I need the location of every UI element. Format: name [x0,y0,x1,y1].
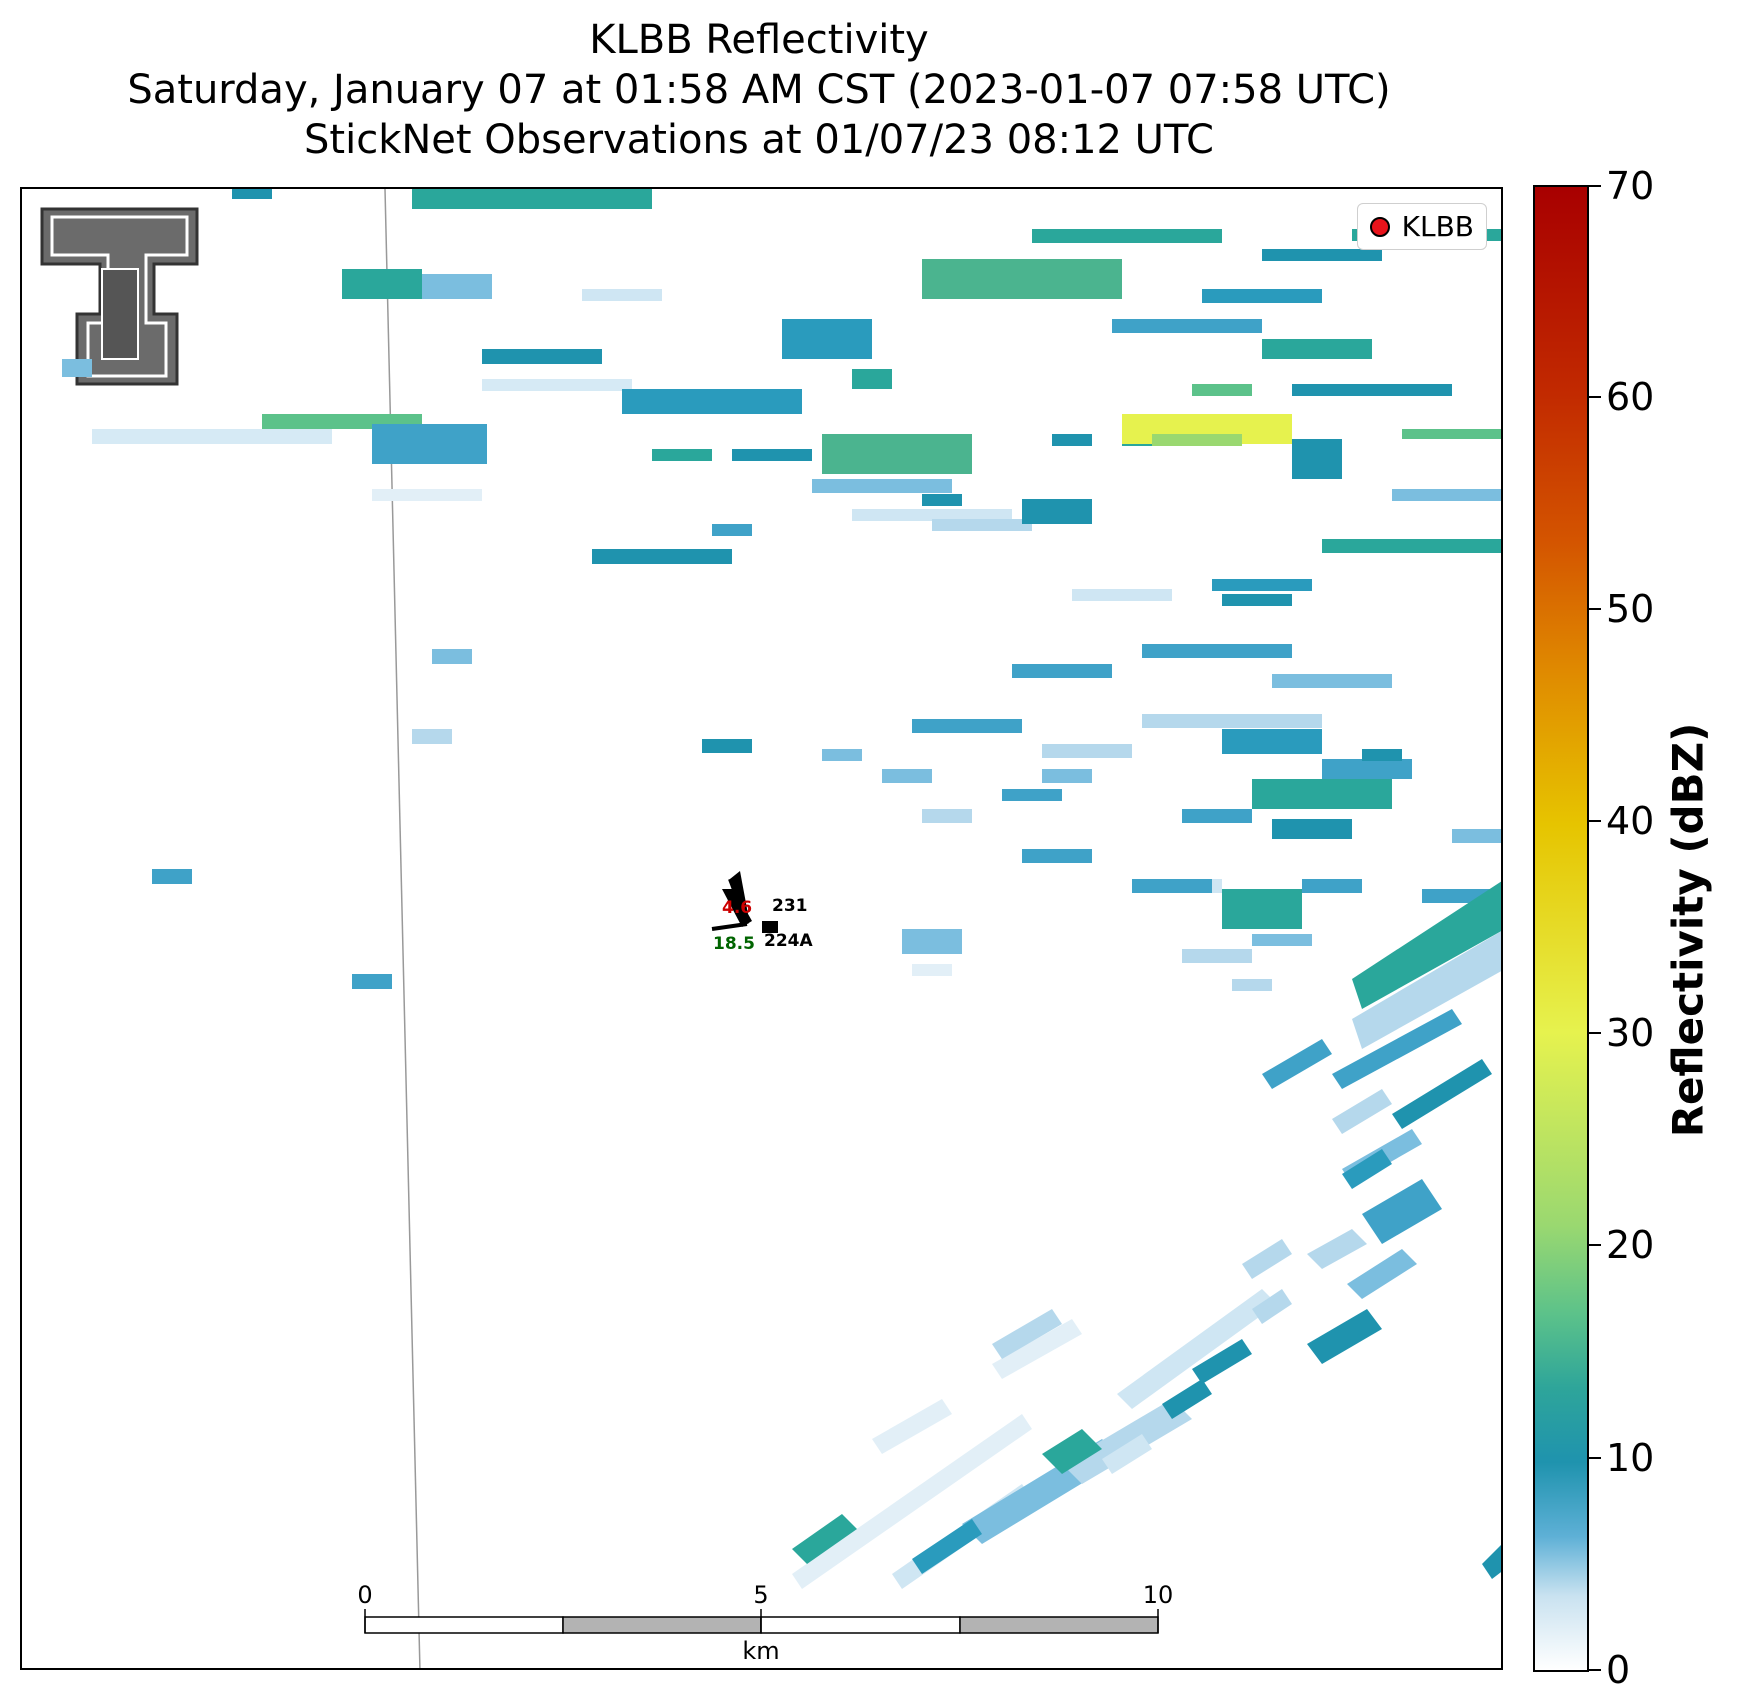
colorbar-title: Reflectivity (dBZ) [1663,722,1713,1138]
colorbar-label-50: 50 [1606,587,1655,631]
colorbar-label-70: 70 [1606,164,1655,208]
colorbar [1533,185,1589,1672]
colorbar-tick [1589,608,1601,610]
colorbar-tick [1589,1032,1601,1034]
colorbar-label-60: 60 [1606,375,1655,419]
colorbar-label-40: 40 [1606,799,1655,843]
colorbar-label-30: 30 [1606,1011,1655,1055]
radar-map: 4.6 231 18.5 224A 0 5 10 km KLBB [20,187,1503,1670]
scale-bar [364,1609,1159,1634]
title-line-1: KLBB Reflectivity [589,17,929,63]
klbb-marker-icon [1369,216,1390,237]
station-plot-glyph [711,871,778,933]
station-231-id: 231 [772,896,808,916]
title-line-3: StickNet Observations at 01/07/23 08:12 … [304,117,1214,163]
scale-tick-0: 0 [357,1581,372,1609]
scale-tick-5: 5 [753,1581,768,1609]
map-legend: KLBB [1356,203,1487,250]
title-line-2: Saturday, January 07 at 01:58 AM CST (20… [127,67,1391,113]
colorbar-label-20: 20 [1606,1223,1655,1267]
reflectivity-returns [62,189,1501,1589]
radar-canvas: 4.6 231 18.5 224A 0 5 10 km [40,189,1501,1668]
colorbar-tick [1589,185,1601,187]
colorbar-tick [1589,1244,1601,1246]
legend-label: KLBB [1401,210,1474,243]
double-t-logo [40,207,199,386]
colorbar-tick [1589,1457,1601,1459]
station-224a-id: 224A [764,931,813,951]
scale-tick-10: 10 [1143,1581,1174,1609]
station-224a-dewpoint: 18.5 [713,934,755,954]
colorbar-tick [1589,820,1601,822]
station-231-temp: 4.6 [722,898,752,918]
colorbar-label-10: 10 [1606,1436,1655,1480]
colorbar-label-0: 0 [1606,1648,1631,1692]
colorbar-tick [1589,396,1601,398]
colorbar-tick [1589,1669,1601,1671]
scale-unit: km [742,1637,779,1665]
county-boundary [384,189,421,1668]
